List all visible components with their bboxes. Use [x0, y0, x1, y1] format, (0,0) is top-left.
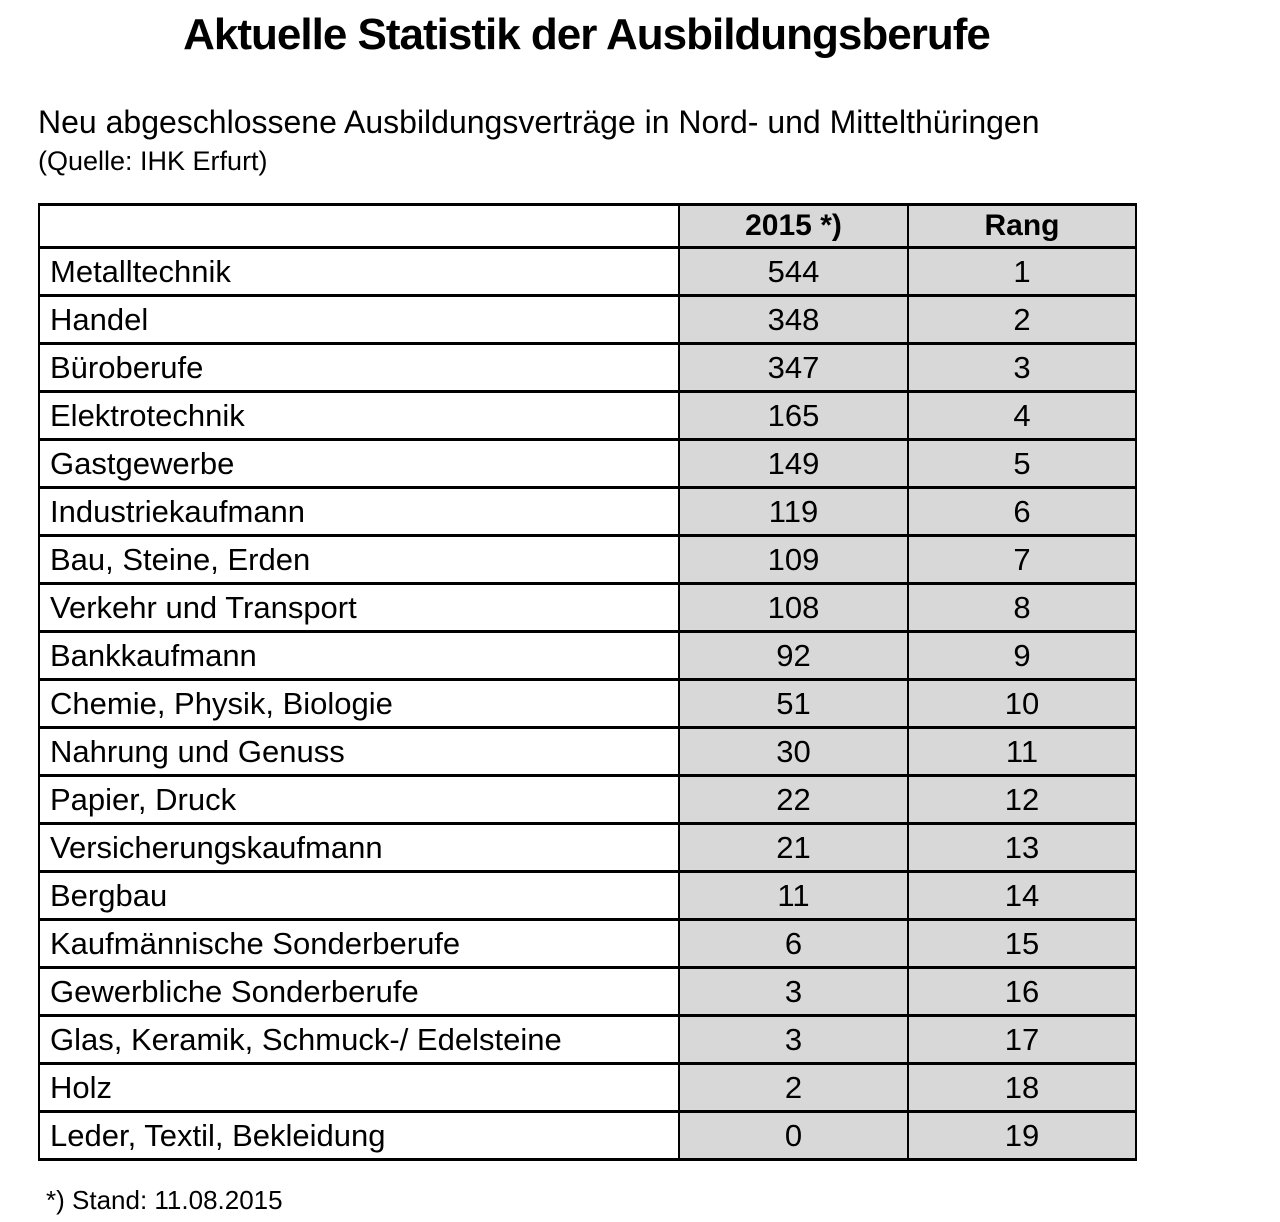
value-cell: 92 — [678, 630, 909, 681]
table-body: Metalltechnik 544 1 Handel 348 2 Bürober… — [38, 246, 1137, 1161]
rank-cell: 14 — [907, 870, 1137, 921]
profession-cell: Bergbau — [38, 870, 680, 921]
table-header-row: 2015 *) Rang — [38, 203, 1137, 249]
profession-cell: Bankkaufmann — [38, 630, 680, 681]
statistics-table: 2015 *) Rang Metalltechnik 544 1 Handel … — [38, 203, 1137, 1161]
footnote: *) Stand: 11.08.2015 — [46, 1185, 283, 1215]
value-cell: 21 — [678, 822, 909, 873]
profession-cell: Bau, Steine, Erden — [38, 534, 680, 585]
table-row: Industriekaufmann 119 6 — [38, 486, 1137, 537]
table-row: Metalltechnik 544 1 — [38, 246, 1137, 297]
profession-cell: Glas, Keramik, Schmuck-/ Edelsteine — [38, 1014, 680, 1065]
table-row: Papier, Druck 22 12 — [38, 774, 1137, 825]
table-row: Versicherungskaufmann 21 13 — [38, 822, 1137, 873]
rank-cell: 10 — [907, 678, 1137, 729]
value-cell: 119 — [678, 486, 909, 537]
value-cell: 51 — [678, 678, 909, 729]
rank-cell: 9 — [907, 630, 1137, 681]
profession-cell: Handel — [38, 294, 680, 345]
subtitle: Neu abgeschlossene Ausbildungsverträge i… — [38, 104, 1040, 140]
table-row: Verkehr und Transport 108 8 — [38, 582, 1137, 633]
profession-cell: Verkehr und Transport — [38, 582, 680, 633]
rank-cell: 2 — [907, 294, 1137, 345]
value-cell: 165 — [678, 390, 909, 441]
profession-cell: Holz — [38, 1062, 680, 1113]
value-cell: 544 — [678, 246, 909, 297]
value-cell: 108 — [678, 582, 909, 633]
rank-cell: 13 — [907, 822, 1137, 873]
value-cell: 109 — [678, 534, 909, 585]
rank-cell: 8 — [907, 582, 1137, 633]
value-cell: 22 — [678, 774, 909, 825]
rank-cell: 3 — [907, 342, 1137, 393]
table-row: Chemie, Physik, Biologie 51 10 — [38, 678, 1137, 729]
rank-cell: 17 — [907, 1014, 1137, 1065]
profession-cell: Nahrung und Genuss — [38, 726, 680, 777]
table-row: Bankkaufmann 92 9 — [38, 630, 1137, 681]
profession-cell: Gewerbliche Sonderberufe — [38, 966, 680, 1017]
column-header-rang: Rang — [907, 203, 1137, 249]
profession-cell: Metalltechnik — [38, 246, 680, 297]
value-cell: 6 — [678, 918, 909, 969]
table-row: Holz 2 18 — [38, 1062, 1137, 1113]
value-cell: 3 — [678, 966, 909, 1017]
column-header-profession — [38, 203, 680, 249]
rank-cell: 19 — [907, 1110, 1137, 1161]
table-row: Handel 348 2 — [38, 294, 1137, 345]
profession-cell: Industriekaufmann — [38, 486, 680, 537]
value-cell: 347 — [678, 342, 909, 393]
rank-cell: 6 — [907, 486, 1137, 537]
table-row: Büroberufe 347 3 — [38, 342, 1137, 393]
rank-cell: 12 — [907, 774, 1137, 825]
table-row: Nahrung und Genuss 30 11 — [38, 726, 1137, 777]
value-cell: 3 — [678, 1014, 909, 1065]
page-title: Aktuelle Statistik der Ausbildungsberufe — [183, 10, 991, 59]
profession-cell: Kaufmännische Sonderberufe — [38, 918, 680, 969]
rank-cell: 16 — [907, 966, 1137, 1017]
value-cell: 348 — [678, 294, 909, 345]
rank-cell: 4 — [907, 390, 1137, 441]
rank-cell: 15 — [907, 918, 1137, 969]
rank-cell: 11 — [907, 726, 1137, 777]
table-row: Glas, Keramik, Schmuck-/ Edelsteine 3 17 — [38, 1014, 1137, 1065]
table-row: Kaufmännische Sonderberufe 6 15 — [38, 918, 1137, 969]
table-row: Bau, Steine, Erden 109 7 — [38, 534, 1137, 585]
table-row: Elektrotechnik 165 4 — [38, 390, 1137, 441]
table-header: 2015 *) Rang — [38, 203, 1137, 249]
rank-cell: 7 — [907, 534, 1137, 585]
value-cell: 2 — [678, 1062, 909, 1113]
value-cell: 30 — [678, 726, 909, 777]
value-cell: 11 — [678, 870, 909, 921]
table-row: Gewerbliche Sonderberufe 3 16 — [38, 966, 1137, 1017]
rank-cell: 1 — [907, 246, 1137, 297]
profession-cell: Büroberufe — [38, 342, 680, 393]
value-cell: 0 — [678, 1110, 909, 1161]
profession-cell: Elektrotechnik — [38, 390, 680, 441]
column-header-2015: 2015 *) — [678, 203, 909, 249]
rank-cell: 18 — [907, 1062, 1137, 1113]
profession-cell: Chemie, Physik, Biologie — [38, 678, 680, 729]
source-note: (Quelle: IHK Erfurt) — [38, 146, 268, 176]
table-row: Leder, Textil, Bekleidung 0 19 — [38, 1110, 1137, 1161]
profession-cell: Papier, Druck — [38, 774, 680, 825]
value-cell: 149 — [678, 438, 909, 489]
table-row: Bergbau 11 14 — [38, 870, 1137, 921]
profession-cell: Gastgewerbe — [38, 438, 680, 489]
document: Aktuelle Statistik der Ausbildungsberufe… — [38, 0, 1137, 1216]
profession-cell: Versicherungskaufmann — [38, 822, 680, 873]
profession-cell: Leder, Textil, Bekleidung — [38, 1110, 680, 1161]
table-row: Gastgewerbe 149 5 — [38, 438, 1137, 489]
rank-cell: 5 — [907, 438, 1137, 489]
